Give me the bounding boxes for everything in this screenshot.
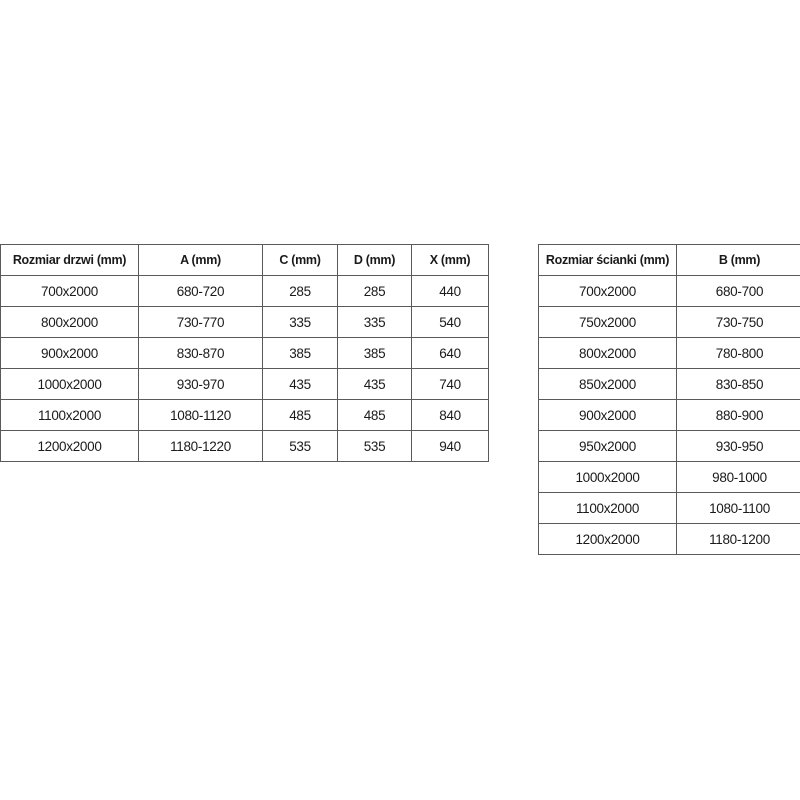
table-row: 700x2000 680-720 285 285 440 [0,275,489,307]
table-cell: 1000x2000 [538,461,677,493]
table-cell: 680-720 [138,275,263,307]
table-row: 900x2000 880-900 [538,399,800,431]
table-cell: 540 [411,306,489,338]
table-header-row: Rozmiar ścianki (mm) B (mm) [538,244,800,276]
table-cell: 950x2000 [538,430,677,462]
table-cell: 1080-1100 [676,492,800,524]
table-cell: 1180-1220 [138,430,263,462]
table-row: 1000x2000 980-1000 [538,461,800,493]
table-cell: 435 [262,368,338,400]
table-cell: 940 [411,430,489,462]
table-cell: 840 [411,399,489,431]
table-header-row: Rozmiar drzwi (mm) A (mm) C (mm) D (mm) X (m… [0,244,489,276]
table-cell: 385 [337,337,412,369]
table-cell: 980-1000 [676,461,800,493]
table-cell: 285 [262,275,338,307]
table-cell: 535 [262,430,338,462]
table-cell: 730-750 [676,306,800,338]
column-header: C (mm) [262,244,338,276]
table-cell: 900x2000 [538,399,677,431]
table-cell: 880-900 [676,399,800,431]
table-row: 1100x2000 1080-1120 485 485 840 [0,399,489,431]
table-cell: 830-850 [676,368,800,400]
table-cell: 1200x2000 [0,430,139,462]
table-cell: 640 [411,337,489,369]
table-cell: 1000x2000 [0,368,139,400]
table-cell: 800x2000 [538,337,677,369]
table-cell: 1200x2000 [538,523,677,555]
table-row: 900x2000 830-870 385 385 640 [0,337,489,369]
column-header: Rozmiar drzwi (mm) [0,244,139,276]
table-cell: 680-700 [676,275,800,307]
table-cell: 700x2000 [0,275,139,307]
table-cell: 830-870 [138,337,263,369]
column-header: D (mm) [337,244,412,276]
table-cell: 335 [337,306,412,338]
table-row: 700x2000 680-700 [538,275,800,307]
table-cell: 1100x2000 [538,492,677,524]
table-cell: 1080-1120 [138,399,263,431]
table-row: 850x2000 830-850 [538,368,800,400]
table-cell: 780-800 [676,337,800,369]
table-row: 950x2000 930-950 [538,430,800,462]
table-cell: 750x2000 [538,306,677,338]
table-cell: 485 [337,399,412,431]
table-cell: 800x2000 [0,306,139,338]
table-cell: 700x2000 [538,275,677,307]
column-header: B (mm) [676,244,800,276]
table-cell: 900x2000 [0,337,139,369]
table-cell: 440 [411,275,489,307]
table-row: 1200x2000 1180-1220 535 535 940 [0,430,489,462]
column-header: X (mm) [411,244,489,276]
table-cell: 535 [337,430,412,462]
table-cell: 485 [262,399,338,431]
table-row: 800x2000 780-800 [538,337,800,369]
table-cell: 335 [262,306,338,338]
table-cell: 1100x2000 [0,399,139,431]
table-cell: 285 [337,275,412,307]
table-cell: 385 [262,337,338,369]
table-cell: 850x2000 [538,368,677,400]
table-row: 800x2000 730-770 335 335 540 [0,306,489,338]
table-cell: 930-970 [138,368,263,400]
table-cell: 435 [337,368,412,400]
table-cell: 740 [411,368,489,400]
table-row: 1200x2000 1180-1200 [538,523,800,555]
table-row: 1100x2000 1080-1100 [538,492,800,524]
wall-size-table: Rozmiar ścianki (mm) B (mm) 700x2000 680-7… [538,244,800,555]
column-header: A (mm) [138,244,263,276]
table-row: 1000x2000 930-970 435 435 740 [0,368,489,400]
table-cell: 730-770 [138,306,263,338]
door-size-table: Rozmiar drzwi (mm) A (mm) C (mm) D (mm) X (m… [0,244,489,462]
column-header: Rozmiar ścianki (mm) [538,244,677,276]
table-row: 750x2000 730-750 [538,306,800,338]
table-cell: 1180-1200 [676,523,800,555]
table-cell: 930-950 [676,430,800,462]
